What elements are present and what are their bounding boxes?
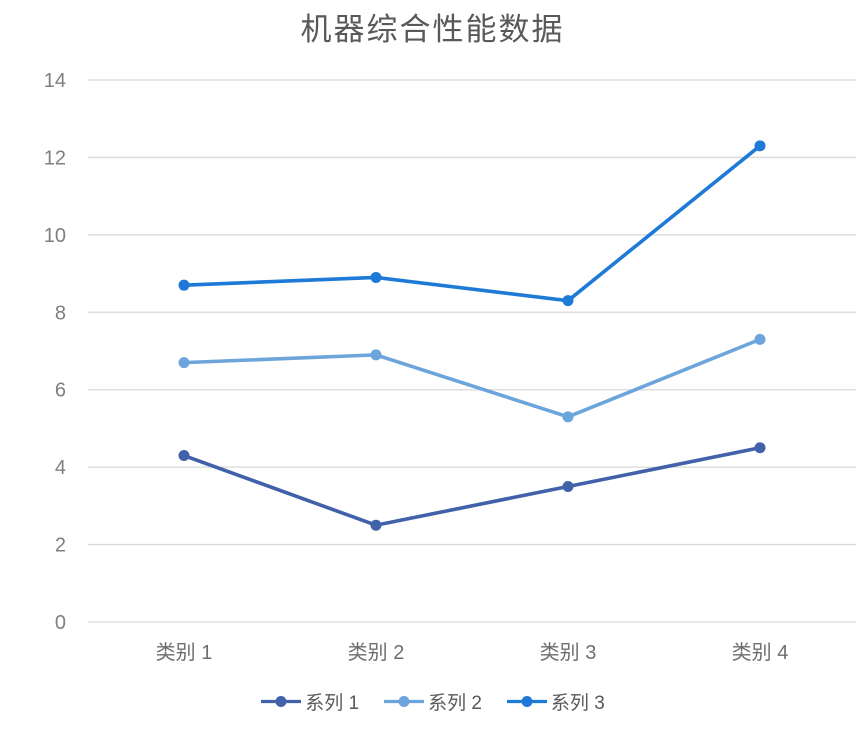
data-point-series-3 bbox=[754, 140, 766, 152]
data-point-series-3 bbox=[562, 295, 574, 307]
data-point-series-2 bbox=[370, 349, 382, 361]
y-tick-label: 6 bbox=[55, 380, 66, 402]
data-point-series-1 bbox=[370, 519, 382, 531]
legend-marker-dot bbox=[275, 696, 287, 707]
legend-label: 系列 3 bbox=[550, 693, 605, 714]
y-tick-label: 0 bbox=[55, 612, 66, 634]
y-tick-label: 4 bbox=[55, 457, 66, 479]
legend-label: 系列 1 bbox=[305, 693, 360, 714]
data-point-series-1 bbox=[178, 450, 190, 462]
series-line-3 bbox=[182, 144, 762, 303]
y-tick-label: 2 bbox=[55, 535, 66, 557]
data-point-series-1 bbox=[754, 442, 766, 454]
legend-line-marker-icon bbox=[506, 696, 547, 707]
legend-item-3: 系列 3 bbox=[506, 688, 605, 715]
y-tick-label: 14 bbox=[44, 70, 66, 92]
data-point-series-2 bbox=[754, 333, 766, 345]
data-point-series-1 bbox=[562, 481, 574, 492]
legend-item-2: 系列 2 bbox=[383, 688, 482, 715]
legend-item-1: 系列 1 bbox=[260, 688, 359, 715]
legend-label: 系列 2 bbox=[428, 693, 482, 714]
data-point-series-2 bbox=[178, 357, 190, 369]
y-tick-label: 8 bbox=[55, 302, 66, 324]
x-category-label: 类别 4 bbox=[732, 641, 789, 664]
legend: 系列 1 系列 2 系列 3 bbox=[0, 688, 865, 715]
x-category-label: 类别 2 bbox=[348, 641, 405, 664]
data-point-series-3 bbox=[370, 271, 382, 283]
series-line-1 bbox=[182, 445, 762, 528]
y-tick-label: 12 bbox=[44, 147, 66, 169]
y-tick-label: 10 bbox=[44, 225, 66, 247]
series-line-2 bbox=[182, 337, 762, 419]
x-category-label: 类别 3 bbox=[540, 641, 597, 664]
x-category-label: 类别 1 bbox=[156, 641, 213, 664]
legend-line-marker-icon bbox=[384, 696, 425, 707]
data-point-series-2 bbox=[562, 411, 574, 423]
data-point-series-3 bbox=[178, 279, 190, 291]
legend-marker-dot bbox=[398, 696, 410, 707]
legend-line-marker-icon bbox=[261, 696, 302, 707]
legend-marker-dot bbox=[521, 696, 533, 707]
chart-title: 机器综合性能数据 bbox=[300, 12, 565, 47]
